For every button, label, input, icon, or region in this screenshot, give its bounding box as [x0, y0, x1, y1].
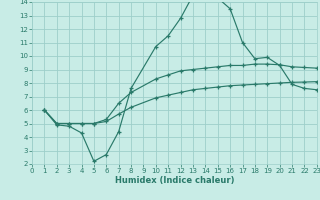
X-axis label: Humidex (Indice chaleur): Humidex (Indice chaleur) [115, 176, 234, 185]
